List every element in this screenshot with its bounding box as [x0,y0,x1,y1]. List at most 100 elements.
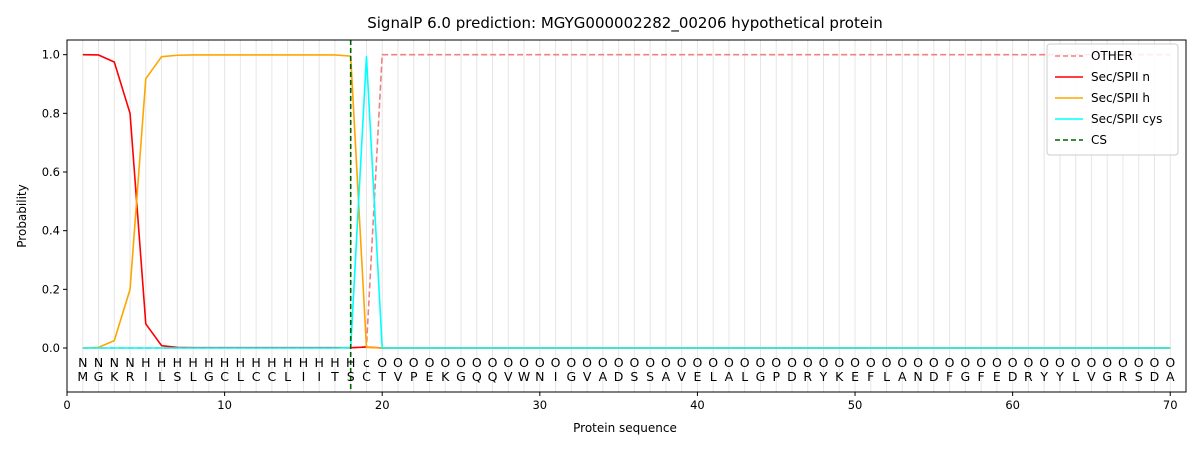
sequence-letter: S [173,369,181,384]
region-label: O [1071,355,1081,370]
x-tick-label: 10 [217,398,232,412]
region-label: O [866,355,876,370]
sequence-letter: P [772,369,780,384]
region-label: O [960,355,970,370]
region-label: O [992,355,1002,370]
region-label: H [346,355,355,370]
region-label: N [94,355,103,370]
sequence-letter: P [410,369,418,384]
sequence-letter: A [599,369,608,384]
sequence-letter: I [554,369,558,384]
region-label: O [645,355,655,370]
axes-frame [66,39,1187,393]
sequence-letter: K [441,369,450,384]
sequence-letter: M [77,369,88,384]
sequence-letter: D [1150,369,1160,384]
region-label: O [724,355,734,370]
sequence-letter: D [614,369,624,384]
region-label: O [834,355,844,370]
sequence-letter: G [961,369,971,384]
sequence-letter: G [1102,369,1112,384]
y-tick-label: 0.4 [42,224,60,238]
region-label: N [125,355,134,370]
region-label: O [897,355,907,370]
sequence-letter: S [347,369,355,384]
sequence-letter: T [330,369,339,384]
sequence-letter: V [504,369,513,384]
sequence-letter: F [946,369,953,384]
region-label: O [787,355,797,370]
sequence-letter: Y [1055,369,1064,384]
sequence-letter: G [204,369,214,384]
region-label: H [314,355,323,370]
region-label: O [1150,355,1160,370]
region-label: O [945,355,955,370]
region-label: O [740,355,750,370]
sequence-letter: Q [488,369,498,384]
sequence-letter: I [317,369,321,384]
region-label: O [1102,355,1112,370]
region-label: O [551,355,561,370]
region-label: H [141,355,150,370]
sequence-letter: Y [819,369,828,384]
region-label: N [110,355,119,370]
region-label: O [1118,355,1128,370]
region-label: H [188,355,197,370]
sequence-letter: Y [1039,369,1048,384]
sequence-letter: C [252,369,261,384]
legend-label: CS [1091,133,1107,147]
region-label: O [519,355,529,370]
region-label: O [503,355,513,370]
region-label: O [566,355,576,370]
region-label: O [976,355,986,370]
region-label: O [409,355,419,370]
legend-box [1046,43,1179,156]
legend-label: Sec/SPII n [1091,70,1150,84]
region-label: O [819,355,829,370]
sequence-letter: I [302,369,306,384]
y-tick-label: 0.0 [42,341,60,355]
sequence-letter: E [993,369,1001,384]
region-label: O [1055,355,1065,370]
sequence-letter: S [1135,369,1143,384]
legend-label: OTHER [1091,49,1133,63]
sequence-letter: R [1024,369,1033,384]
region-label: O [693,355,703,370]
sequence-letter: T [377,369,386,384]
region-label: O [708,355,718,370]
sequence-letter: S [646,369,654,384]
region-label: N [78,355,87,370]
region-label: O [614,355,624,370]
sequence-letter: W [518,369,530,384]
sequence-letter: G [566,369,576,384]
sequence-letter: F [978,369,985,384]
sequence-letter: D [787,369,797,384]
x-axis-label: Protein sequence [573,421,677,435]
sequence-letter: I [144,369,148,384]
sequence-letter: A [898,369,907,384]
region-label: H [299,355,308,370]
sequence-letter: C [268,369,277,384]
region-label: O [771,355,781,370]
sequence-letter: G [94,369,104,384]
sequence-letter: V [394,369,403,384]
y-tick-label: 0.6 [42,165,60,179]
sequence-letter: N [913,369,922,384]
region-label: H [157,355,166,370]
region-label: H [251,355,260,370]
region-label: O [913,355,923,370]
region-label: H [267,355,276,370]
y-tick-label: 1.0 [42,48,60,62]
region-label: O [377,355,387,370]
region-label: O [535,355,545,370]
y-tick-label: 0.8 [42,106,60,120]
region-label: O [425,355,435,370]
region-label: H [204,355,213,370]
sequence-letter: R [126,369,135,384]
sequence-letter: E [693,369,701,384]
x-tick-label: 50 [848,398,863,412]
region-label: H [173,355,182,370]
region-label: O [598,355,608,370]
region-label: O [1087,355,1097,370]
